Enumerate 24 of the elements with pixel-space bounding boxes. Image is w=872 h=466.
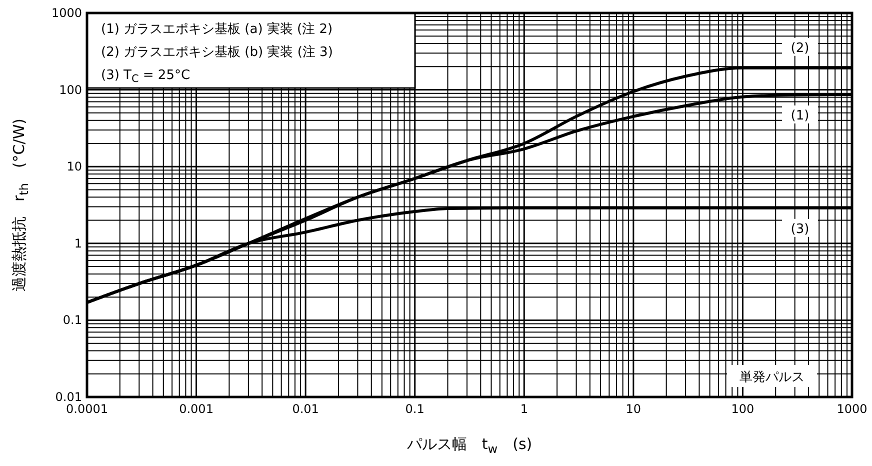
series-label: (2) bbox=[790, 40, 810, 56]
series-label: (1) bbox=[790, 108, 810, 124]
text: パルス幅 t$_{w}$ (s) bbox=[406, 435, 532, 456]
note-label: 単発パルス bbox=[727, 365, 817, 387]
y-tick-label: 10 bbox=[66, 160, 82, 174]
annotation: 単発パルス bbox=[740, 370, 804, 385]
x-tick-label: 10 bbox=[626, 402, 642, 416]
x-tick-label: 0.0001 bbox=[66, 402, 108, 416]
annotation: (1) ガラスエポキシ基板 (a) 実装 (注 2) bbox=[101, 21, 333, 37]
x-tick-label: 1 bbox=[520, 402, 528, 416]
note-box: (1) ガラスエポキシ基板 (a) 実装 (注 2) (2) ガラスエポキシ基板 (b) 実装 (注 3) (3) T$_{C}$ = 25°C bbox=[86, 12, 416, 89]
x-tick-label: 1000 bbox=[836, 402, 868, 416]
y-tick-label: 100 bbox=[59, 82, 82, 97]
y-tick-label: 1 bbox=[74, 236, 82, 250]
x-tick-label: 0.1 bbox=[405, 402, 424, 416]
series-label: (3) bbox=[790, 222, 810, 237]
annotation: (2) ガラスエポキシ基板 (b) 実装 (注 3) bbox=[101, 44, 333, 60]
x-tick-label: 0.001 bbox=[179, 402, 214, 416]
x-tick-label: 100 bbox=[731, 402, 754, 416]
y-tick-label: 1000 bbox=[51, 6, 82, 20]
y-tick-label: 0.01 bbox=[55, 390, 82, 404]
annotation: (3) T$_{C}$ = 25°C bbox=[101, 68, 190, 85]
x-tick-label: 0.01 bbox=[292, 402, 319, 416]
y-tick-label: 0.1 bbox=[62, 313, 82, 328]
